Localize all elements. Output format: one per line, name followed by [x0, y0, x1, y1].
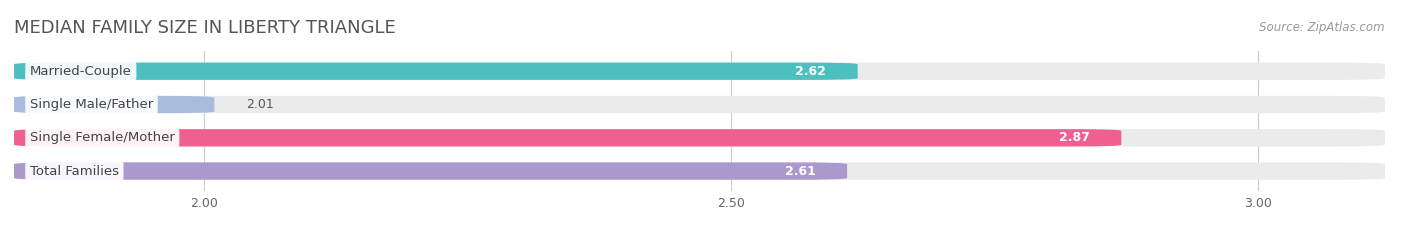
FancyBboxPatch shape	[14, 96, 1385, 113]
FancyBboxPatch shape	[14, 129, 1385, 147]
Text: Source: ZipAtlas.com: Source: ZipAtlas.com	[1260, 21, 1385, 34]
FancyBboxPatch shape	[14, 162, 846, 180]
FancyBboxPatch shape	[14, 63, 858, 80]
Text: Single Male/Father: Single Male/Father	[30, 98, 153, 111]
Text: Total Families: Total Families	[30, 164, 120, 178]
Text: MEDIAN FAMILY SIZE IN LIBERTY TRIANGLE: MEDIAN FAMILY SIZE IN LIBERTY TRIANGLE	[14, 19, 396, 37]
Text: 2.61: 2.61	[785, 164, 815, 178]
Text: Married-Couple: Married-Couple	[30, 65, 132, 78]
Text: 2.01: 2.01	[246, 98, 274, 111]
Text: 2.87: 2.87	[1059, 131, 1090, 144]
Text: Single Female/Mother: Single Female/Mother	[30, 131, 174, 144]
FancyBboxPatch shape	[14, 162, 1385, 180]
FancyBboxPatch shape	[14, 63, 1385, 80]
Text: 2.62: 2.62	[796, 65, 827, 78]
FancyBboxPatch shape	[14, 96, 214, 113]
FancyBboxPatch shape	[14, 129, 1122, 147]
